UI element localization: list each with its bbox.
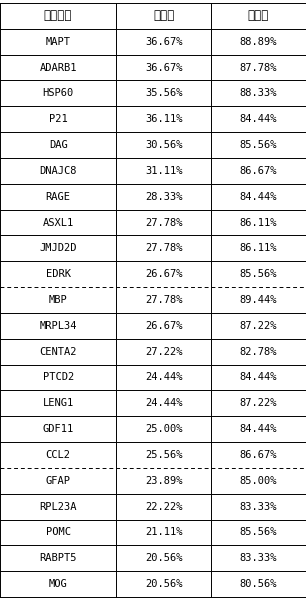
- Text: 36.67%: 36.67%: [145, 62, 182, 73]
- Text: 36.67%: 36.67%: [145, 37, 182, 47]
- Text: 21.11%: 21.11%: [145, 527, 182, 538]
- Text: 85.56%: 85.56%: [240, 527, 277, 538]
- Text: 23.89%: 23.89%: [145, 476, 182, 486]
- Text: 82.78%: 82.78%: [240, 347, 277, 356]
- Text: 87.78%: 87.78%: [240, 62, 277, 73]
- Text: MAPT: MAPT: [46, 37, 71, 47]
- Text: 84.44%: 84.44%: [240, 424, 277, 434]
- Text: 24.44%: 24.44%: [145, 398, 182, 409]
- Text: 80.56%: 80.56%: [240, 579, 277, 589]
- Text: 86.11%: 86.11%: [240, 244, 277, 253]
- Text: P21: P21: [49, 114, 68, 124]
- Text: 26.67%: 26.67%: [145, 321, 182, 331]
- Text: 86.11%: 86.11%: [240, 218, 277, 227]
- Text: 25.56%: 25.56%: [145, 450, 182, 460]
- Text: 22.22%: 22.22%: [145, 502, 182, 512]
- Text: GDF11: GDF11: [43, 424, 74, 434]
- Text: 敏感性: 敏感性: [153, 10, 174, 22]
- Text: ADARB1: ADARB1: [39, 62, 77, 73]
- Text: MRPL34: MRPL34: [39, 321, 77, 331]
- Text: RABPT5: RABPT5: [39, 553, 77, 563]
- Text: 85.00%: 85.00%: [240, 476, 277, 486]
- Text: 87.22%: 87.22%: [240, 321, 277, 331]
- Text: 25.00%: 25.00%: [145, 424, 182, 434]
- Text: MOG: MOG: [49, 579, 68, 589]
- Text: 83.33%: 83.33%: [240, 502, 277, 512]
- Text: 26.67%: 26.67%: [145, 269, 182, 279]
- Text: LENG1: LENG1: [43, 398, 74, 409]
- Text: 28.33%: 28.33%: [145, 191, 182, 202]
- Text: 候选抗原: 候选抗原: [44, 10, 73, 22]
- Text: HSP60: HSP60: [43, 88, 74, 98]
- Text: 20.56%: 20.56%: [145, 553, 182, 563]
- Text: EDRK: EDRK: [46, 269, 71, 279]
- Text: MBP: MBP: [49, 295, 68, 305]
- Text: 20.56%: 20.56%: [145, 579, 182, 589]
- Text: 86.67%: 86.67%: [240, 166, 277, 176]
- Text: GFAP: GFAP: [46, 476, 71, 486]
- Text: 27.78%: 27.78%: [145, 295, 182, 305]
- Text: RAGE: RAGE: [46, 191, 71, 202]
- Text: 36.11%: 36.11%: [145, 114, 182, 124]
- Text: 30.56%: 30.56%: [145, 140, 182, 150]
- Text: 84.44%: 84.44%: [240, 114, 277, 124]
- Text: CCL2: CCL2: [46, 450, 71, 460]
- Text: 27.78%: 27.78%: [145, 218, 182, 227]
- Text: 87.22%: 87.22%: [240, 398, 277, 409]
- Text: 85.56%: 85.56%: [240, 140, 277, 150]
- Text: 24.44%: 24.44%: [145, 373, 182, 382]
- Text: 35.56%: 35.56%: [145, 88, 182, 98]
- Text: PTCD2: PTCD2: [43, 373, 74, 382]
- Text: 特异性: 特异性: [248, 10, 269, 22]
- Text: 83.33%: 83.33%: [240, 553, 277, 563]
- Text: 27.22%: 27.22%: [145, 347, 182, 356]
- Text: RPL23A: RPL23A: [39, 502, 77, 512]
- Text: POMC: POMC: [46, 527, 71, 538]
- Text: ASXL1: ASXL1: [43, 218, 74, 227]
- Text: 85.56%: 85.56%: [240, 269, 277, 279]
- Text: 84.44%: 84.44%: [240, 373, 277, 382]
- Text: 88.33%: 88.33%: [240, 88, 277, 98]
- Text: 86.67%: 86.67%: [240, 450, 277, 460]
- Text: 88.89%: 88.89%: [240, 37, 277, 47]
- Text: DNAJC8: DNAJC8: [39, 166, 77, 176]
- Text: DAG: DAG: [49, 140, 68, 150]
- Text: 27.78%: 27.78%: [145, 244, 182, 253]
- Text: 84.44%: 84.44%: [240, 191, 277, 202]
- Text: 89.44%: 89.44%: [240, 295, 277, 305]
- Text: 31.11%: 31.11%: [145, 166, 182, 176]
- Text: JMJD2D: JMJD2D: [39, 244, 77, 253]
- Text: CENTA2: CENTA2: [39, 347, 77, 356]
